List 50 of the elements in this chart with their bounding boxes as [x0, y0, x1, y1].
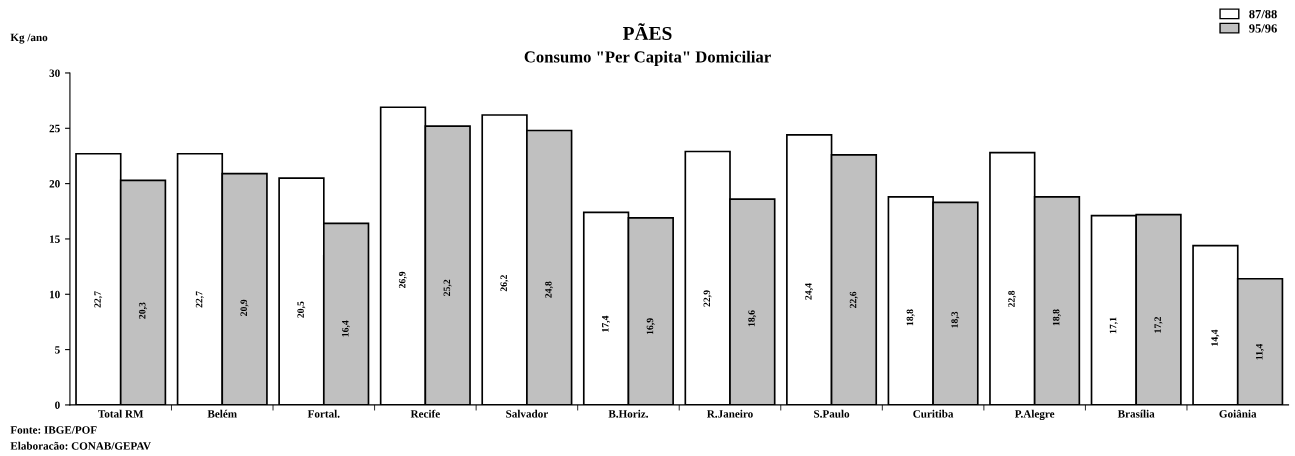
- source-note: Fonte: IBGE/POF: [10, 426, 97, 434]
- x-tick-label: Curitiba: [913, 409, 954, 418]
- chart-subtitle: Consumo "Per Capita" Domiciliar: [524, 50, 771, 66]
- data-label: 18,3: [951, 311, 960, 328]
- x-tick-label: Salvador: [506, 409, 548, 418]
- x-tick-label: B.Horiz.: [608, 409, 649, 418]
- data-label: 25,2: [443, 279, 452, 296]
- y-tick-label: 10: [49, 290, 60, 299]
- x-tick-label: R.Janeiro: [706, 409, 753, 418]
- data-label: 18,6: [748, 310, 757, 327]
- data-label: 22,9: [703, 290, 712, 307]
- x-tick-label: Belém: [207, 409, 237, 418]
- data-label: 18,8: [906, 309, 915, 326]
- x-tick-label: Total RM: [98, 409, 144, 418]
- data-label: 26,2: [500, 275, 509, 292]
- data-label: 26,9: [398, 271, 407, 289]
- x-tick-label: P.Alegre: [1014, 409, 1055, 420]
- data-label: 11,4: [1256, 343, 1264, 360]
- legend-label: 95/96: [1249, 24, 1277, 33]
- y-tick-label: 25: [49, 124, 60, 133]
- x-tick-label: S.Paulo: [814, 409, 850, 418]
- data-label: 22,6: [849, 291, 858, 308]
- data-label: 16,4: [342, 320, 350, 337]
- data-label: 20,9: [240, 299, 249, 316]
- chart-title: PÃES: [622, 23, 672, 40]
- text: Elaboracão: CONAB/GEPAV: [10, 441, 151, 450]
- data-label: 24,4: [805, 283, 814, 300]
- data-label: 16,9: [646, 318, 655, 335]
- data-label: 14,4: [1211, 329, 1220, 346]
- legend-label: 87/88: [1249, 9, 1277, 19]
- y-tick-label: 30: [49, 69, 60, 77]
- x-tick-label: Goiânia: [1219, 409, 1257, 418]
- data-label: 17,2: [1154, 316, 1163, 333]
- y-tick-label: 0: [55, 401, 60, 409]
- data-label: 22,8: [1008, 290, 1017, 308]
- data-label: 22,7: [195, 291, 204, 308]
- x-tick-label: Brasília: [1117, 409, 1155, 418]
- data-label: 20,3: [138, 302, 147, 319]
- data-label: 17,1: [1109, 317, 1118, 334]
- y-tick-label: 20: [49, 180, 60, 188]
- y-axis-title: Kg /ano: [10, 33, 48, 44]
- data-label: 20,5: [297, 301, 306, 318]
- y-tick-label: 5: [55, 346, 60, 354]
- data-label: 22,7: [94, 291, 103, 308]
- x-tick-label: Fortal.: [307, 409, 340, 418]
- data-label: 18,8: [1052, 309, 1061, 326]
- y-tick-label: 15: [49, 235, 60, 243]
- x-tick-label: Recife: [410, 409, 440, 418]
- data-label: 24,8: [545, 281, 554, 298]
- data-label: 17,4: [602, 315, 610, 332]
